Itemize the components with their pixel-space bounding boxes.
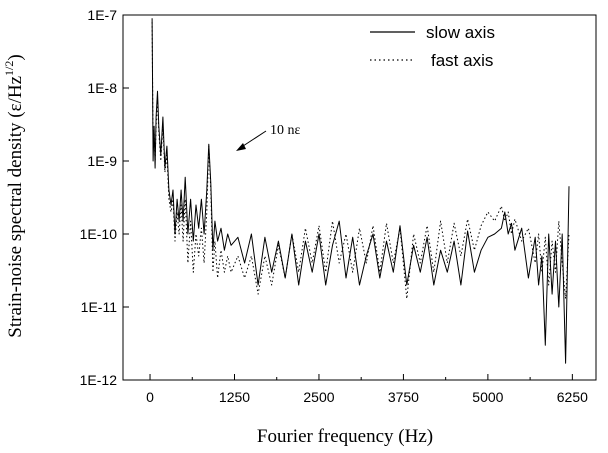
x-tick-label: 6250 <box>557 389 588 405</box>
y-tick-label: 1E-9 <box>87 153 117 169</box>
series-layer <box>151 18 570 364</box>
y-tick-label: 1E-8 <box>87 80 117 96</box>
annotation: 10 nε <box>236 123 301 151</box>
annotation-arrow <box>239 130 267 149</box>
x-tick-label: 2500 <box>303 389 334 405</box>
series-line-fast-axis <box>151 22 570 300</box>
legend-label-fast-axis: fast axis <box>431 51 493 70</box>
x-tick-label: 0 <box>146 389 154 405</box>
y-axis-title: Strain-noise spectral density (ε/Hz1/2) <box>2 54 26 337</box>
annotation-text: 10 nε <box>270 123 301 138</box>
y-tick-label: 1E-7 <box>87 7 117 23</box>
series-line-slow-axis <box>151 18 570 364</box>
y-axis-title-exponent: 1/2 <box>2 61 16 76</box>
x-tick-label: 3750 <box>388 389 419 405</box>
y-tick-label: 1E-11 <box>81 299 118 315</box>
legend: slow axis fast axis <box>370 23 495 70</box>
x-tick-label: 5000 <box>472 389 503 405</box>
plot-area-border <box>122 14 597 381</box>
plot-frame <box>122 14 597 381</box>
y-tick-label: 1E-12 <box>80 372 118 388</box>
ticks-layer: 0 1250 2500 3750 5000 6250 1E-12 1E-11 1E-10 1E-9… <box>80 7 588 405</box>
y-axis-title-close: ) <box>5 54 26 60</box>
y-tick-label: 1E-10 <box>80 226 118 242</box>
x-tick-label: 1250 <box>219 389 250 405</box>
x-axis-title: Fourier frequency (Hz) <box>257 426 433 447</box>
legend-label-slow-axis: slow axis <box>426 23 495 42</box>
annotation-arrowhead <box>236 143 246 151</box>
y-axis-title-main: Strain-noise spectral density (ε/Hz <box>5 76 26 338</box>
